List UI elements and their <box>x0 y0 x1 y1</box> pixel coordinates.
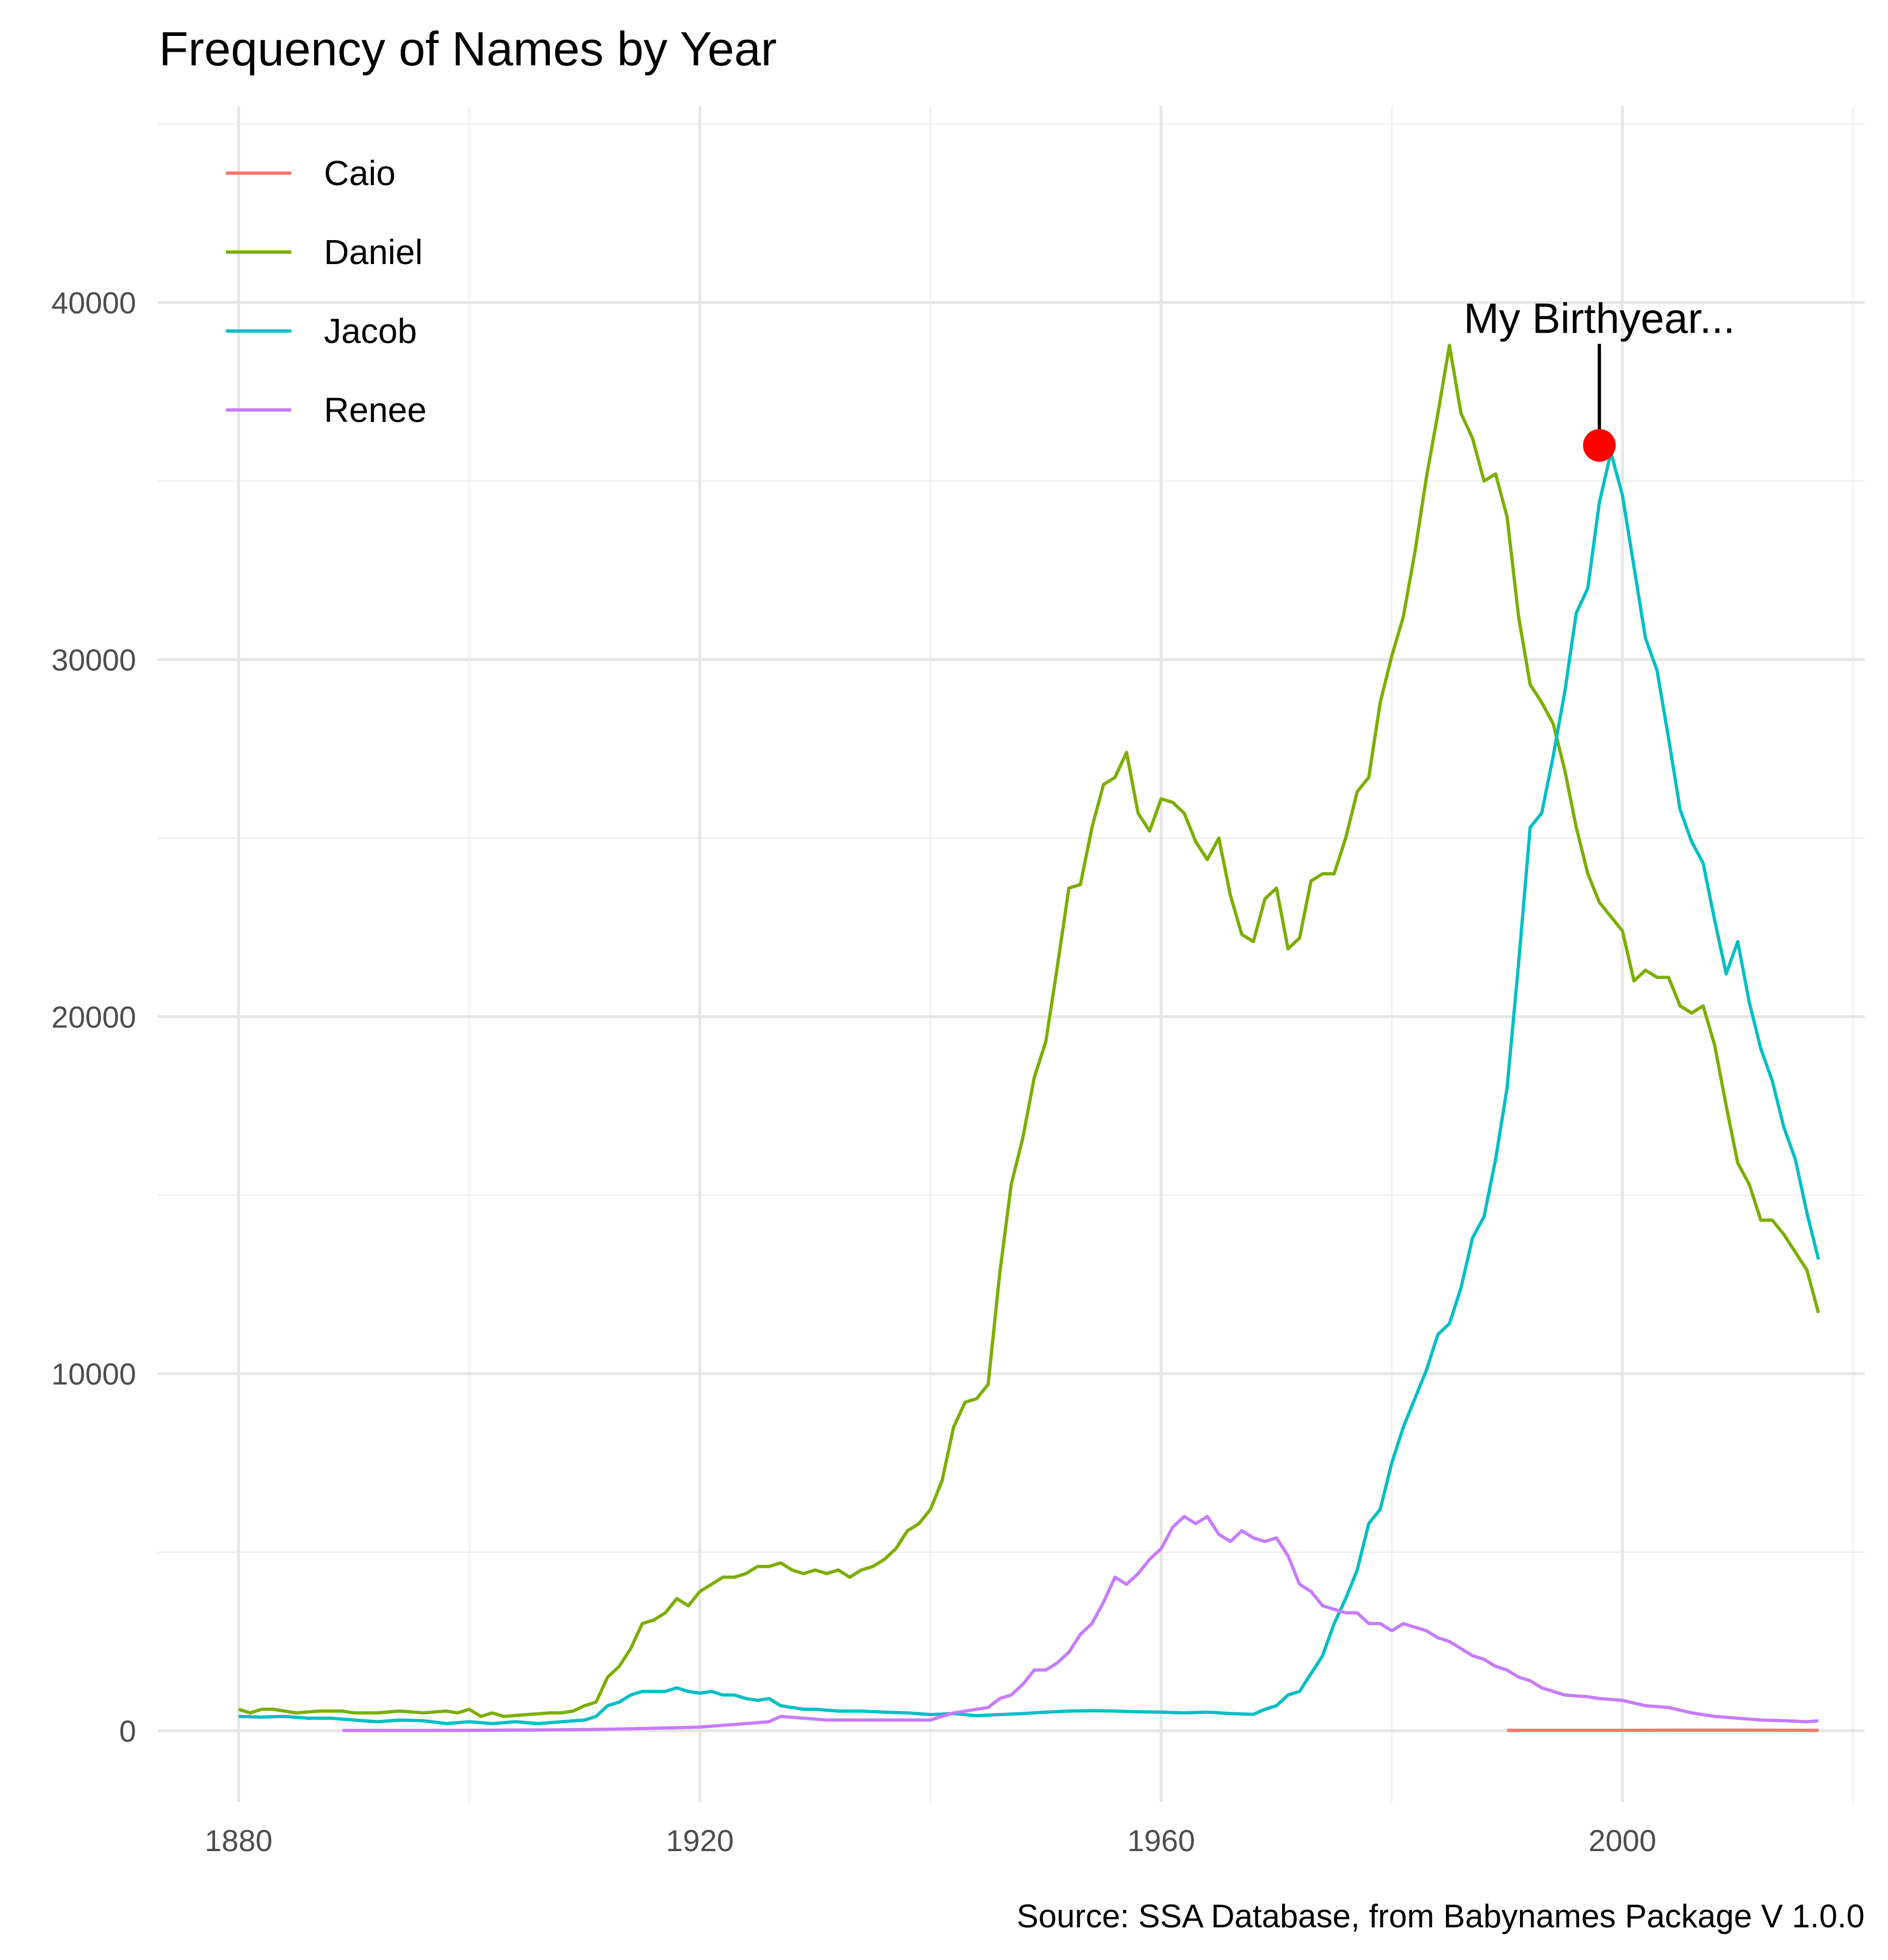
series-line-daniel <box>238 344 1820 1718</box>
annotation: My Birthyear... <box>1464 295 1735 462</box>
x-tick-label: 2000 <box>1589 1823 1657 1858</box>
x-tick-label: 1920 <box>666 1823 734 1858</box>
legend: Caio Daniel Jacob Renee <box>226 154 427 430</box>
chart-caption: Source: SSA Database, from Babynames Pac… <box>1016 1898 1865 1934</box>
legend-label-renee: Renee <box>324 390 427 430</box>
x-axis-ticks: 1880 1920 1960 2000 <box>205 1823 1656 1858</box>
birthyear-marker <box>1583 429 1616 462</box>
major-gridlines <box>158 106 1865 1802</box>
legend-label-caio: Caio <box>324 154 396 193</box>
x-tick-label: 1960 <box>1127 1823 1196 1858</box>
chart-title: Frequency of Names by Year <box>159 22 777 76</box>
x-tick-label: 1880 <box>205 1823 273 1858</box>
annotation-label: My Birthyear... <box>1464 295 1735 342</box>
y-axis-ticks: 0 10000 20000 30000 40000 <box>51 286 136 1748</box>
series-line-jacob <box>238 451 1820 1725</box>
legend-label-jacob: Jacob <box>324 311 417 351</box>
legend-label-daniel: Daniel <box>324 232 422 272</box>
series-line-renee <box>342 1515 1819 1732</box>
y-tick-label: 30000 <box>51 642 136 677</box>
y-tick-label: 10000 <box>51 1357 136 1391</box>
series-lines <box>238 344 1820 1732</box>
y-tick-label: 40000 <box>51 286 136 320</box>
y-tick-label: 20000 <box>51 1000 136 1034</box>
y-tick-label: 0 <box>119 1714 136 1748</box>
minor-gridlines <box>158 106 1865 1802</box>
